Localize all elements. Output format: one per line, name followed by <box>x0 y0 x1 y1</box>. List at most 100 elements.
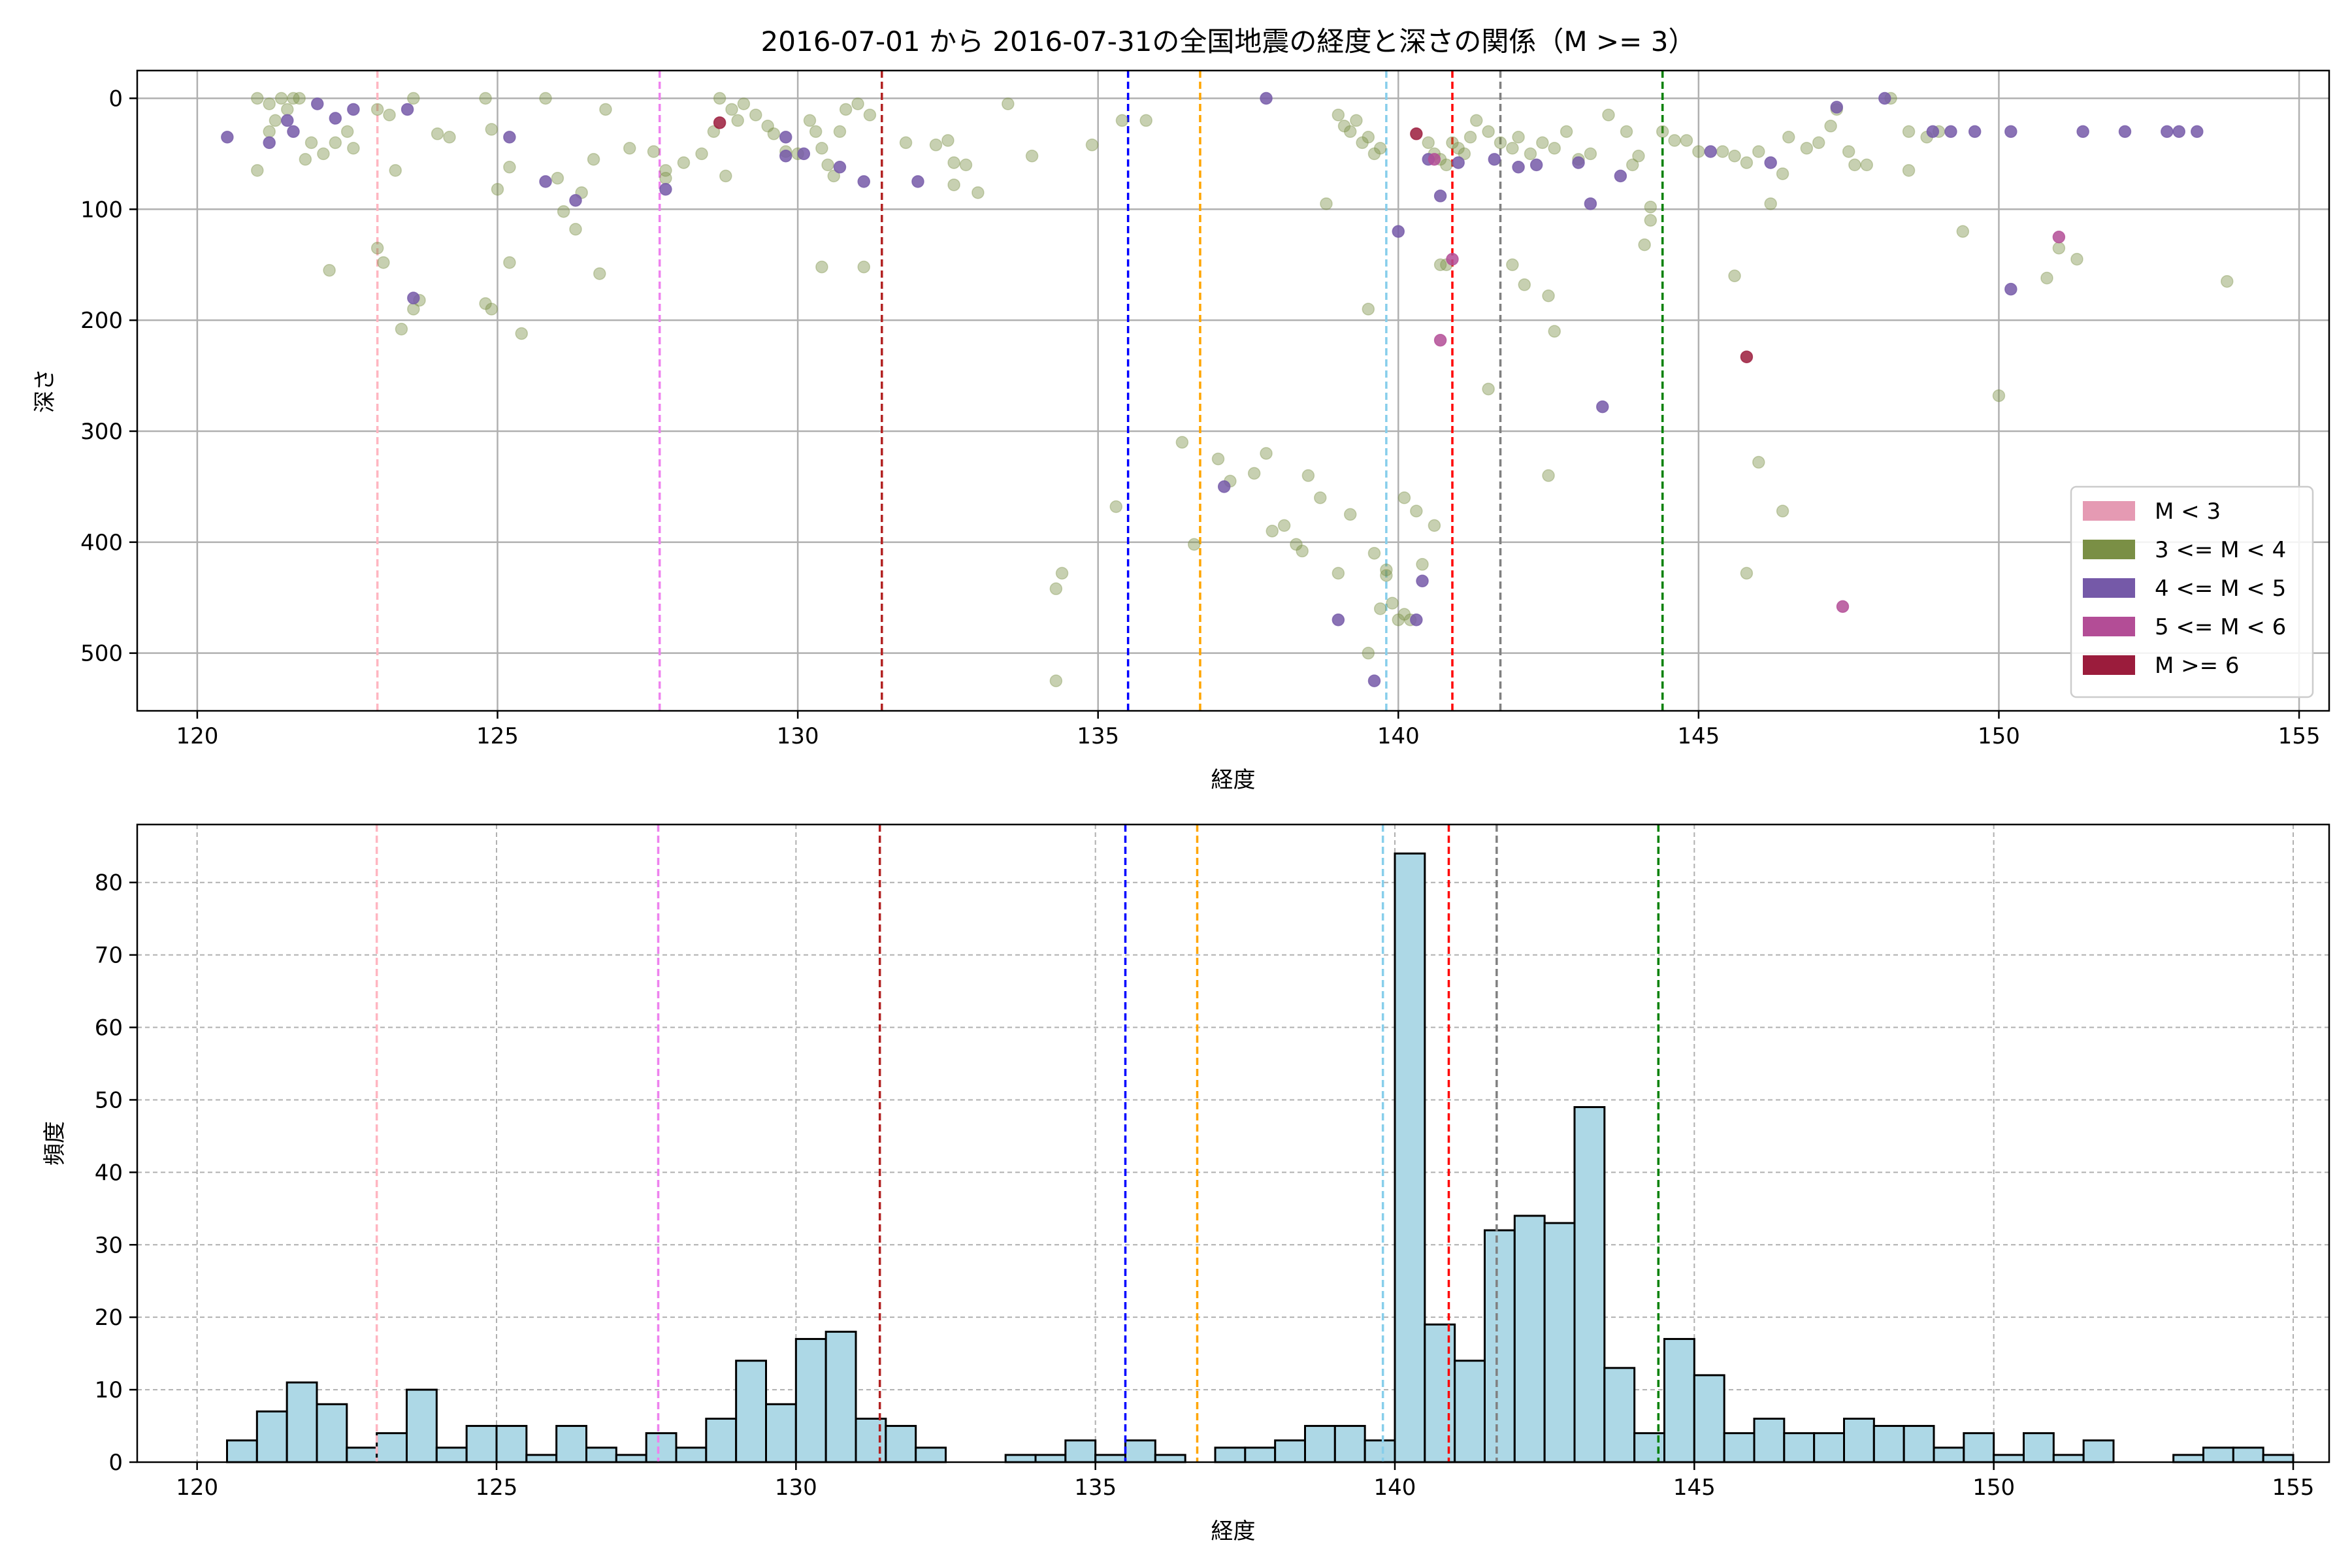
scatter-point <box>1428 153 1441 166</box>
scatter-point <box>2040 271 2053 285</box>
scatter-point <box>1482 382 1495 396</box>
histogram-y-tick-label: 30 <box>95 1232 123 1258</box>
histogram-x-axis-label: 経度 <box>1211 1518 1256 1544</box>
scatter-point <box>1211 452 1225 466</box>
scatter-point <box>1410 504 1423 518</box>
scatter-point <box>1602 108 1615 122</box>
legend-swatch <box>2083 540 2135 559</box>
scatter-point <box>251 164 264 177</box>
scatter-point <box>1512 161 1525 174</box>
scatter-point <box>1740 350 1754 363</box>
scatter-point <box>899 136 913 150</box>
histogram-bar <box>2023 1432 2055 1463</box>
scatter-point <box>1422 136 1435 150</box>
scatter-point <box>1704 145 1717 158</box>
histogram-bar <box>226 1439 258 1463</box>
histogram-y-tick-label: 10 <box>95 1377 123 1403</box>
scatter-point <box>1392 613 1405 627</box>
scatter-point <box>1638 238 1651 252</box>
histogram-bar <box>1394 852 1426 1463</box>
legend-swatch <box>2083 655 2135 675</box>
histogram-bar <box>1304 1425 1336 1463</box>
histogram-bar <box>1543 1222 1576 1463</box>
scatter-point <box>281 114 294 127</box>
scatter-point <box>395 322 408 336</box>
histogram-bar <box>1693 1374 1725 1463</box>
scatter-point <box>659 171 672 185</box>
scatter-point <box>1373 142 1387 155</box>
legend-label: 3 <= M < 4 <box>2155 537 2286 563</box>
histogram-bar <box>1333 1425 1366 1463</box>
scatter-point <box>383 108 396 122</box>
scatter-y-tick-label: 500 <box>80 641 123 667</box>
histogram-bar <box>615 1454 647 1463</box>
scatter-point <box>1800 142 1814 155</box>
scatter-point <box>1301 469 1315 482</box>
scatter-point <box>1620 125 1633 139</box>
histogram-x-tick-label: 130 <box>775 1475 817 1501</box>
scatter-point <box>803 114 817 127</box>
histogram-bar <box>376 1432 408 1463</box>
scatter-point <box>400 103 414 116</box>
scatter-point <box>407 291 420 304</box>
scatter-point <box>941 134 955 147</box>
legend-box <box>2070 485 2314 698</box>
scatter-frame <box>136 69 2330 712</box>
scatter-point <box>1217 480 1231 493</box>
scatter-point <box>1506 258 1519 271</box>
scatter-x-tick-label: 130 <box>777 723 819 749</box>
scatter-point <box>1380 569 1393 582</box>
scatter-point <box>815 142 828 155</box>
histogram-x-tick-label: 135 <box>1074 1475 1117 1501</box>
histogram-bar <box>1603 1367 1636 1463</box>
histogram-bar <box>1573 1106 1606 1463</box>
histogram-x-tick-label: 145 <box>1673 1475 1716 1501</box>
scatter-point <box>569 193 582 207</box>
histogram-bar <box>675 1446 708 1463</box>
histogram-bar <box>435 1446 468 1463</box>
legend-label: 5 <= M < 6 <box>2155 614 2286 640</box>
scatter-point <box>263 125 276 139</box>
scatter-point <box>1314 491 1327 504</box>
scatter-y-tick-label: 300 <box>80 419 123 445</box>
scatter-point <box>1362 646 1375 660</box>
scatter-point <box>1458 147 1471 161</box>
scatter-point <box>251 91 264 105</box>
scatter-y-axis-label: 深さ <box>32 368 58 413</box>
scatter-point <box>749 108 762 122</box>
scatter-point <box>1055 566 1069 580</box>
histogram-bar <box>1963 1432 1995 1463</box>
scatter-point <box>1446 136 1459 150</box>
scatter-point <box>2004 282 2017 296</box>
scatter-point <box>539 175 552 188</box>
scatter-panel: 120 125 130 135 140 145 150 155 0 100 200 300 400 500… <box>32 69 2330 793</box>
histogram-bar <box>1993 1454 2025 1463</box>
scatter-point <box>1482 125 1495 139</box>
histogram-bar <box>1034 1454 1067 1463</box>
scatter-point <box>329 136 342 150</box>
scatter-point <box>1812 136 1825 150</box>
scatter-point <box>731 114 744 127</box>
histogram-y-tick-label: 70 <box>95 943 123 969</box>
scatter-point <box>1115 114 1129 127</box>
legend-swatch <box>2083 578 2135 598</box>
scatter-point <box>263 136 276 150</box>
scatter-x-tick-label: 150 <box>1978 723 2020 749</box>
scatter-y-tick-label: 100 <box>80 197 123 223</box>
scatter-point <box>827 169 840 183</box>
legend-swatch <box>2083 617 2135 636</box>
scatter-point <box>1266 525 1279 538</box>
scatter-point <box>1343 125 1357 139</box>
scatter-point <box>1362 131 1375 144</box>
scatter-point <box>1446 252 1459 266</box>
scatter-point <box>515 327 529 340</box>
scatter-point <box>491 182 504 196</box>
scatter-point <box>557 204 570 218</box>
scatter-point <box>833 161 847 174</box>
scatter-point <box>1944 125 1957 139</box>
scatter-point <box>929 139 943 152</box>
scatter-point <box>1992 389 2006 402</box>
scatter-point <box>1260 447 1273 460</box>
scatter-point <box>293 91 306 105</box>
histogram-bar <box>1783 1432 1816 1463</box>
